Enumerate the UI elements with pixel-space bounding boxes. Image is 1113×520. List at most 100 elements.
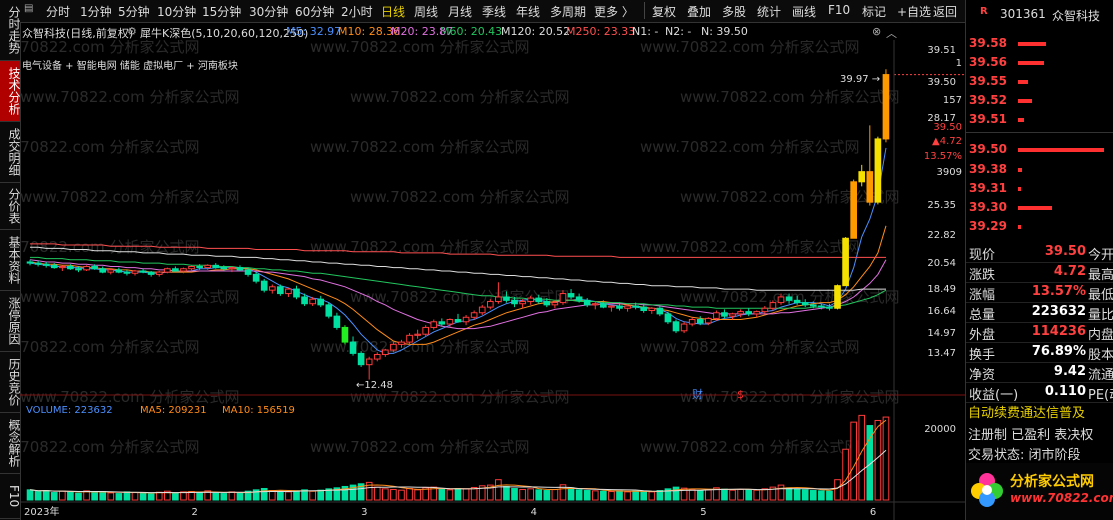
draw-line-button[interactable]: 画线	[792, 5, 817, 19]
period-10min[interactable]: 10分钟	[157, 5, 197, 19]
bid-level[interactable]: 39.30	[966, 198, 1113, 217]
candle	[600, 300, 607, 309]
period-more[interactable]: 更多 〉	[594, 5, 634, 19]
date-tick-label: 4	[531, 507, 537, 518]
quote-stat-row: 总量 223632 量比	[966, 302, 1113, 323]
overlay-button[interactable]: 叠加	[687, 5, 712, 19]
ma-value-label: N: 39.50	[701, 25, 748, 38]
volume-bar	[75, 492, 82, 501]
candle	[696, 316, 704, 326]
period-2hour[interactable]: 2小时	[341, 5, 373, 19]
candle	[34, 260, 42, 267]
tab-price-table[interactable]: 分价表	[0, 183, 21, 230]
stock-code: 301361	[1000, 7, 1046, 21]
ask-level[interactable]: 39.52	[966, 91, 1113, 110]
period-60min[interactable]: 60分钟	[295, 5, 335, 19]
candle	[123, 269, 131, 276]
volume-bar	[34, 491, 42, 501]
tab-limit-reason[interactable]: 涨停原因	[0, 291, 21, 352]
add-watchlist-button[interactable]: +自选	[897, 5, 932, 19]
candle	[672, 319, 680, 334]
volume-ma-line	[29, 449, 887, 494]
ask-level[interactable]: 39.55	[966, 72, 1113, 91]
ask-level[interactable]: 39.58	[966, 34, 1113, 53]
bid-level[interactable]: 39.38	[966, 160, 1113, 179]
stat-label: 总量	[969, 308, 996, 323]
period-yearly[interactable]: 年线	[516, 5, 541, 19]
restore-rights-button[interactable]: 复权	[652, 5, 677, 19]
tab-profile[interactable]: 基本资料	[0, 230, 21, 291]
volume-bar	[818, 490, 825, 501]
period-5min[interactable]: 5分钟	[118, 5, 150, 19]
candle	[42, 261, 50, 268]
ma-line-m60	[30, 256, 887, 309]
side-price-label: 13.57%	[924, 151, 962, 162]
collapse-icon[interactable]: ︿	[886, 27, 897, 40]
stat-label: 现价	[969, 248, 996, 263]
settings-dropdown-icon[interactable]: ⚙	[127, 25, 137, 38]
period-weekly[interactable]: 周线	[414, 5, 439, 19]
volume-bar	[244, 490, 252, 501]
candle	[131, 269, 139, 276]
candle	[809, 301, 817, 309]
price-tick-label: 18.49	[927, 284, 956, 295]
candle	[244, 267, 252, 277]
period-30min[interactable]: 30分钟	[249, 5, 289, 19]
tab-intraday[interactable]: 分时走势	[0, 0, 21, 61]
order-size-bar	[1018, 61, 1044, 65]
candle	[608, 303, 615, 312]
stat-label-secondary: 内盘	[1088, 328, 1113, 343]
back-button[interactable]: 返回	[933, 5, 958, 19]
ask-level[interactable]: 39.56	[966, 53, 1113, 72]
volume-bar	[462, 488, 470, 501]
news-ticker[interactable]: 自动续费通达信普及	[968, 406, 1086, 421]
volume-bar	[357, 483, 365, 501]
period-daily[interactable]: 日线	[381, 5, 406, 19]
grid-icon[interactable]: ▤	[24, 3, 34, 14]
volume-bar	[616, 490, 623, 501]
volume-bar	[874, 419, 882, 501]
ma-value-label: N1: -	[632, 25, 659, 38]
order-price: 39.55	[969, 74, 1007, 88]
close-indicator-icon[interactable]: ⊗	[872, 25, 882, 38]
bid-level[interactable]: 39.31	[966, 179, 1113, 198]
candle	[115, 267, 123, 274]
candle	[438, 318, 446, 327]
f10-button[interactable]: F10	[828, 3, 851, 17]
period-intraday[interactable]: 分时	[46, 5, 71, 19]
tab-concept[interactable]: 概念解析	[0, 413, 21, 474]
tab-trade-details[interactable]: 成交明细	[0, 122, 21, 183]
period-monthly[interactable]: 月线	[448, 5, 473, 19]
volume-bar	[414, 489, 421, 501]
multi-stock-button[interactable]: 多股	[722, 5, 747, 19]
ma-line-m120	[30, 246, 886, 291]
sector-tags[interactable]: 电气设备 + 智能电网 储能 虚拟电厂 + 河南板块	[22, 61, 238, 72]
period-quarterly[interactable]: 季线	[482, 5, 507, 19]
statistics-button[interactable]: 统计	[757, 5, 782, 19]
watermark-text: www.70822.com 分析家公式网	[20, 238, 200, 256]
volume-ma5-label: MA5: 209231	[140, 405, 207, 416]
tab-technical[interactable]: 技术分析	[0, 61, 21, 122]
indicator-name[interactable]: 犀牛K深色(5,10,20,60,120,250)	[140, 27, 309, 40]
candle	[616, 302, 623, 311]
quote-stat-row: 现价 39.50 今开	[966, 242, 1113, 263]
logo-area: 分析家公式网 www.70822.com	[966, 463, 1113, 520]
ask-level[interactable]: 39.51	[966, 110, 1113, 129]
candlestick-chart[interactable]: www.70822.com 分析家公式网 www.70822.com 分析家公式网…	[20, 40, 965, 520]
mark-button[interactable]: 标记	[862, 5, 887, 19]
volume-bar	[365, 481, 373, 501]
last-price-level[interactable]: 39.50	[966, 140, 1113, 159]
status-tags: 注册制 已盈利 表决权	[968, 428, 1094, 443]
period-15min[interactable]: 15分钟	[202, 5, 242, 19]
ma-value-label: N2: -	[665, 25, 692, 38]
bid-level[interactable]: 39.29	[966, 217, 1113, 236]
candle	[59, 265, 66, 271]
candle	[357, 351, 365, 367]
period-multi[interactable]: 多周期	[550, 5, 587, 19]
tab-auction[interactable]: 历史竞价	[0, 352, 21, 413]
period-1min[interactable]: 1分钟	[80, 5, 112, 19]
stat-label: 换手	[969, 348, 996, 363]
order-size-bar	[1018, 168, 1022, 172]
tab-f10[interactable]: F10	[0, 474, 21, 519]
price-tick-label: 28.17	[927, 113, 956, 124]
